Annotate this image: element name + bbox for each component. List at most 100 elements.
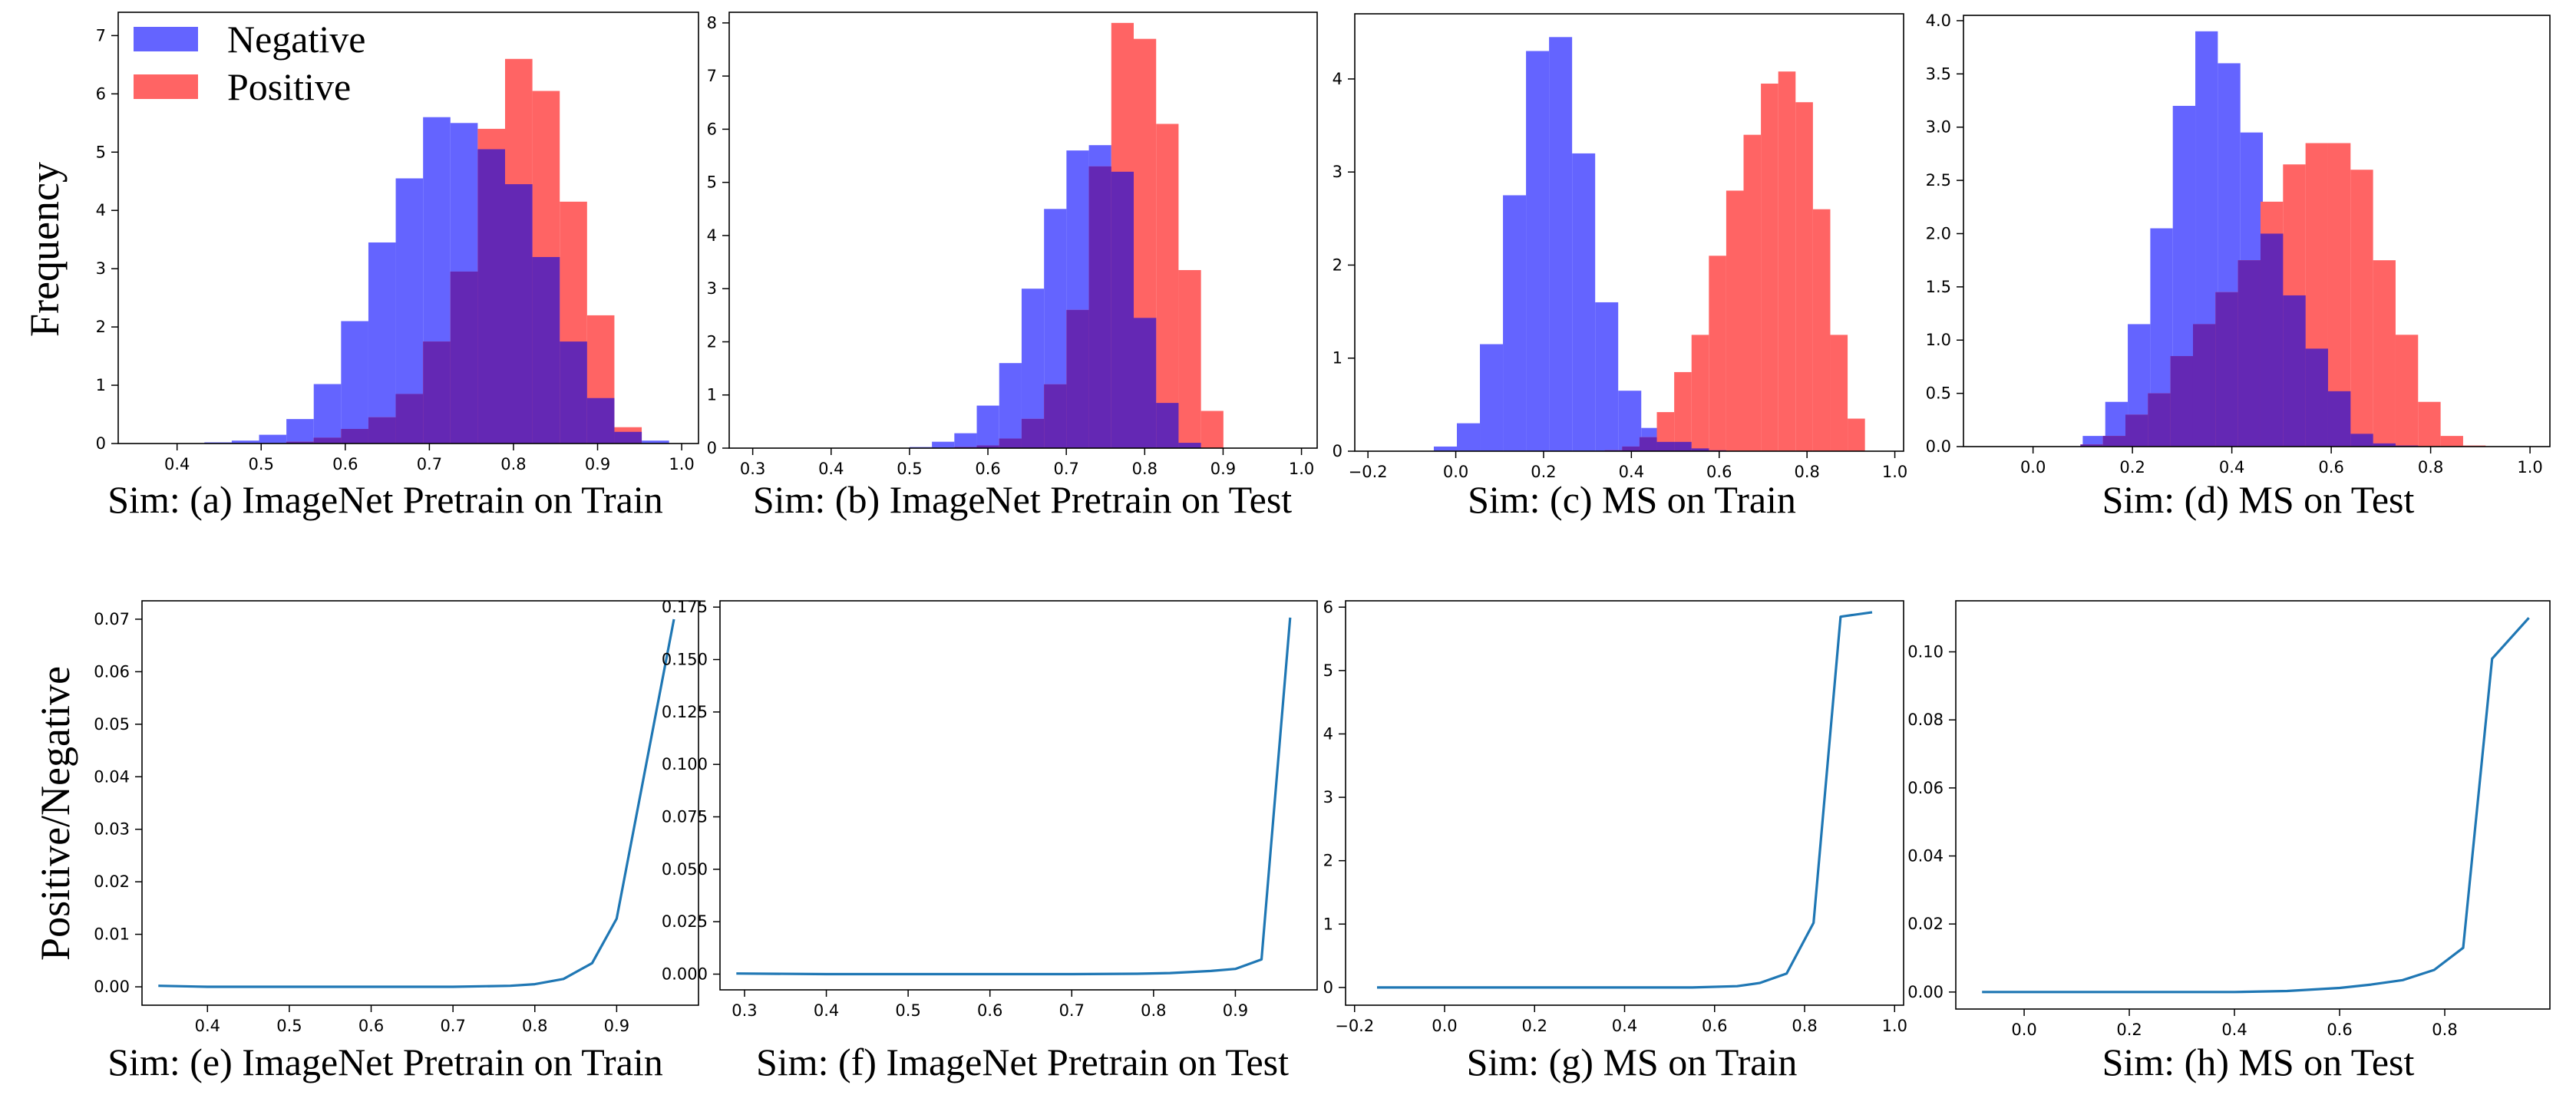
bar-positive — [2373, 260, 2396, 447]
bar-positive — [1726, 190, 1744, 451]
y-tick-label: 2.5 — [1926, 171, 1951, 190]
caption-d: Sim: (d) MS on Test — [2102, 478, 2415, 521]
bar-overlap — [2148, 393, 2171, 447]
bar-overlap — [2237, 260, 2261, 447]
x-tick-label: 0.4 — [814, 1001, 839, 1020]
x-tick-label: 0.8 — [1794, 463, 1819, 481]
x-tick-label: 1.0 — [2517, 458, 2542, 477]
bar-overlap — [1656, 441, 1675, 451]
bar-positive — [2418, 401, 2441, 447]
bar-overlap — [1639, 437, 1657, 451]
bar-negative — [259, 434, 287, 444]
axes-frame — [1345, 600, 1904, 1006]
bar-negative — [2082, 436, 2105, 447]
axes-frame — [1963, 15, 2551, 447]
y-tick-label: 4 — [1333, 70, 1342, 88]
bar-overlap — [2102, 436, 2126, 447]
y-tick-label: 0.000 — [662, 965, 708, 984]
y-tick-label: 1.5 — [1926, 278, 1951, 296]
y-tick-label: 1 — [96, 376, 106, 394]
y-tick-label: 2 — [1333, 256, 1342, 274]
x-tick-label: 0.6 — [2318, 458, 2343, 477]
bar-overlap — [341, 429, 368, 444]
bar-overlap — [1622, 446, 1640, 451]
x-tick-label: 0.6 — [977, 1001, 1002, 1020]
bar-positive — [2350, 170, 2373, 447]
caption-h: Sim: (h) MS on Test — [2102, 1040, 2415, 1083]
x-tick-label: 0.2 — [1522, 1017, 1547, 1035]
y-tick-label: 5 — [96, 143, 106, 161]
bar-positive — [1674, 371, 1692, 451]
bar-overlap — [1021, 418, 1045, 448]
x-tick-label: 0.0 — [2020, 458, 2046, 477]
y-tick-label: 0.02 — [1907, 915, 1944, 933]
y-tick-label: 0 — [1323, 978, 1333, 997]
bar-negative — [1480, 344, 1504, 451]
x-tick-label: 0.8 — [2432, 1021, 2457, 1039]
bar-overlap — [1674, 441, 1692, 451]
y-tick-label: 3.5 — [1926, 64, 1951, 83]
bar-overlap — [560, 341, 587, 444]
x-tick-label: 0.4 — [195, 1017, 220, 1035]
x-tick-label: 1.0 — [669, 455, 694, 473]
bar-negative — [286, 419, 314, 444]
x-tick-label: 0.7 — [1059, 1001, 1085, 1020]
y-tick-label: 0.08 — [1907, 711, 1944, 729]
y-tick-label: 0.175 — [662, 598, 708, 616]
y-tick-label: 1 — [707, 386, 717, 404]
x-tick-label: 0.6 — [2327, 1021, 2352, 1039]
legend-label-negative: Negative — [227, 18, 366, 61]
bar-positive — [1691, 335, 1709, 451]
x-tick-label: 0.8 — [522, 1017, 547, 1035]
x-tick-label: 0.0 — [1443, 463, 1468, 481]
bar-overlap — [477, 149, 505, 444]
bar-overlap — [2215, 292, 2238, 447]
x-tick-label: 0.7 — [440, 1017, 465, 1035]
y-tick-label: 0.04 — [1907, 847, 1944, 866]
bar-negative — [954, 433, 977, 448]
legend-item-negative: Negative — [134, 15, 365, 63]
y-tick-label: 0 — [96, 434, 106, 453]
bar-negative — [642, 440, 669, 444]
x-tick-label: 0.7 — [417, 455, 442, 473]
bar-negative — [1526, 51, 1550, 452]
y-tick-label: 3.0 — [1926, 118, 1951, 137]
legend: Negative Positive — [134, 15, 365, 110]
y-tick-label: 0.100 — [662, 755, 708, 773]
bar-negative — [999, 363, 1022, 448]
x-tick-label: 0.9 — [1210, 460, 1236, 478]
bar-overlap — [423, 341, 451, 444]
ratio-line — [1982, 617, 2530, 994]
y-tick-label: 0.125 — [662, 703, 708, 721]
bar-overlap — [286, 441, 314, 444]
y-tick-label: 3 — [1323, 788, 1333, 806]
bar-overlap — [2125, 414, 2148, 447]
bar-overlap — [2170, 356, 2193, 447]
bar-negative — [1433, 446, 1457, 451]
axes-frame — [117, 12, 699, 444]
bar-negative — [1503, 195, 1527, 451]
ylabel-frequency: Frequency — [21, 162, 68, 337]
bar-overlap — [2080, 444, 2103, 447]
x-tick-label: 0.6 — [332, 455, 358, 473]
bar-positive — [1778, 71, 1796, 451]
panel-c: −0.2 0.0 0.2 0.4 0.6 0.8 1.0 0 1 2 3 4 — [1333, 13, 1907, 481]
y-tick-label: 0.10 — [1907, 643, 1944, 661]
y-tick-label: 0.06 — [94, 662, 130, 681]
bar-overlap — [2350, 434, 2373, 447]
x-tick-label: 0.4 — [1619, 463, 1644, 481]
y-tick-label: 4.0 — [1926, 12, 1951, 30]
ratio-line — [1377, 611, 1873, 989]
x-tick-label: 0.4 — [2221, 1021, 2247, 1039]
caption-e: Sim: (e) ImageNet Pretrain on Train — [107, 1040, 663, 1083]
bar-overlap — [1178, 443, 1201, 448]
axes-frame — [728, 12, 1318, 449]
y-tick-label: 6 — [707, 120, 717, 138]
y-tick-label: 5 — [1323, 661, 1333, 680]
x-tick-label: 0.6 — [1706, 463, 1732, 481]
y-tick-label: 0.07 — [94, 610, 130, 628]
bar-overlap — [614, 431, 642, 444]
panel-e: 0.4 0.5 0.6 0.7 0.8 0.9 0.00 0.01 0.02 0.03 0.04 0.… — [94, 600, 699, 1035]
y-tick-label: 0.5 — [1926, 384, 1951, 403]
